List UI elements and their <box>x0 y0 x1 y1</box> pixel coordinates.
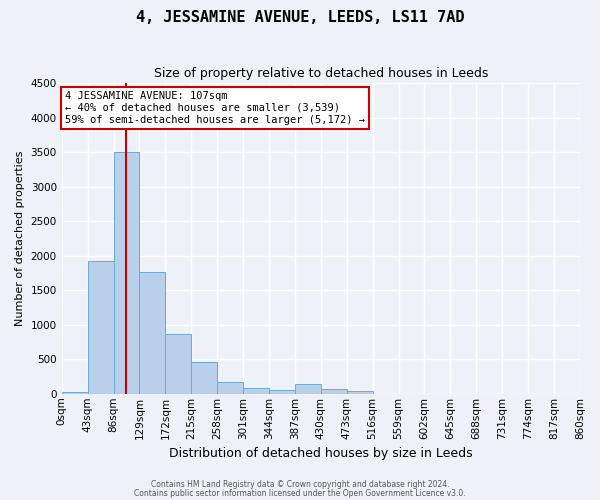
Text: Contains public sector information licensed under the Open Government Licence v3: Contains public sector information licen… <box>134 489 466 498</box>
Bar <box>191 362 217 394</box>
Y-axis label: Number of detached properties: Number of detached properties <box>15 150 25 326</box>
Text: 4 JESSAMINE AVENUE: 107sqm
← 40% of detached houses are smaller (3,539)
59% of s: 4 JESSAMINE AVENUE: 107sqm ← 40% of deta… <box>65 92 365 124</box>
Bar <box>269 390 295 394</box>
X-axis label: Distribution of detached houses by size in Leeds: Distribution of detached houses by size … <box>169 447 473 460</box>
Bar <box>347 392 373 394</box>
Bar <box>295 384 321 394</box>
Bar <box>321 389 347 394</box>
Text: Contains HM Land Registry data © Crown copyright and database right 2024.: Contains HM Land Registry data © Crown c… <box>151 480 449 489</box>
Bar <box>88 261 113 394</box>
Title: Size of property relative to detached houses in Leeds: Size of property relative to detached ho… <box>154 68 488 80</box>
Text: 4, JESSAMINE AVENUE, LEEDS, LS11 7AD: 4, JESSAMINE AVENUE, LEEDS, LS11 7AD <box>136 10 464 25</box>
Bar <box>113 152 139 394</box>
Bar <box>243 388 269 394</box>
Bar <box>217 382 243 394</box>
Bar <box>139 272 166 394</box>
Bar <box>62 392 88 394</box>
Bar <box>166 334 191 394</box>
